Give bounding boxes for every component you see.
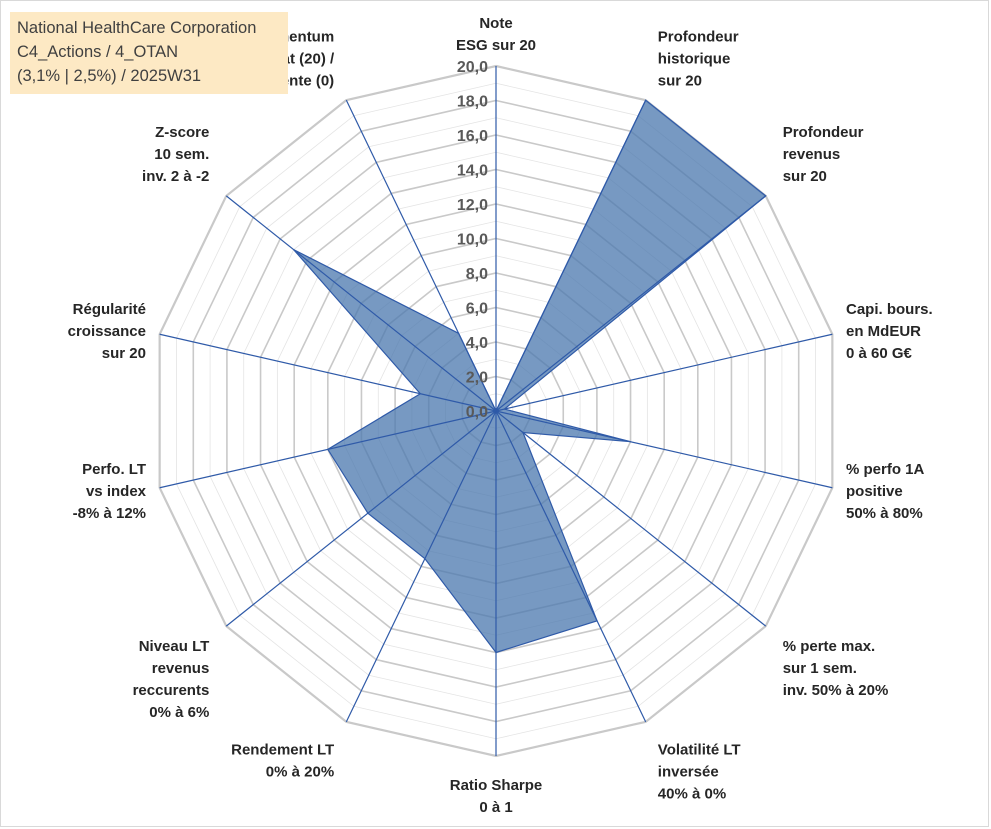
axis-label-line: Régularité [73, 301, 146, 318]
axis-label-line: 50% à 80% [846, 505, 923, 522]
axis-label-line: ESG sur 20 [456, 37, 536, 54]
tick-label: 18,0 [457, 94, 488, 111]
axis-label-line: sur 20 [658, 73, 702, 90]
axis-spoke [495, 410, 833, 489]
axis-label-line: croissance [68, 323, 146, 340]
axis-label-line: -8% à 12% [73, 505, 146, 522]
title-box: National HealthCare Corporation C4_Actio… [10, 12, 288, 94]
axis-label-line: Rendement LT [231, 741, 334, 758]
axis-label: Profondeur revenus sur 20 [783, 124, 864, 185]
tick-label: 10,0 [457, 232, 488, 249]
axis-label-line: 40% à 0% [658, 785, 726, 802]
axis-label: Z-score 10 sem. inv. 2 à -2 [142, 124, 209, 185]
tick-label: 20,0 [457, 59, 488, 76]
axis-spoke [495, 410, 647, 723]
axis-label-line: sur 20 [102, 345, 146, 362]
title-line-1: National HealthCare Corporation [17, 19, 257, 37]
axis-spoke [495, 333, 833, 412]
axis-label: % perfo 1A positive 50% à 80% [846, 461, 925, 522]
tick-label: 0,0 [466, 404, 488, 421]
axis-label-line: % perfo 1A [846, 461, 925, 478]
axis-label: Niveau LT revenus reccurents 0% à 6% [133, 638, 210, 721]
axis-spoke [495, 99, 647, 412]
axis-label: Note ESG sur 20 [456, 15, 536, 54]
axis-label-line: inv. 50% à 20% [783, 682, 889, 699]
axis-label-line: 0 à 60 G€ [846, 345, 913, 362]
axis-spoke [225, 195, 497, 412]
axis-label: Perfo. LT vs index -8% à 12% [73, 461, 147, 522]
axis-spoke [159, 410, 497, 489]
axis-spokes [159, 66, 833, 756]
axis-label-line: Niveau LT [139, 638, 210, 655]
axis-label-line: Volatilité LT [658, 741, 741, 758]
tick-label: 6,0 [466, 301, 488, 318]
axis-label-line: % perte max. [783, 638, 876, 655]
axis-label-line: Z-score [155, 124, 209, 141]
axis-label: Rendement LT 0% à 20% [231, 741, 334, 780]
axis-label-line: en MdEUR [846, 323, 921, 340]
axis-label-line: historique [658, 51, 731, 68]
axis-label-line: Note [479, 15, 512, 32]
axis-label-line: Capi. bours. [846, 301, 933, 318]
tick-label: 12,0 [457, 197, 488, 214]
title-line-3: (3,1% | 2,5%) / 2025W31 [17, 67, 202, 85]
axis-spoke [345, 410, 497, 723]
axis-label-line: sur 1 sem. [783, 660, 857, 677]
axis-spoke [159, 333, 497, 412]
axis-label-line: revenus [152, 660, 210, 677]
axis-label-line: 0 à 1 [479, 799, 512, 816]
axis-label: Régularité croissance sur 20 [68, 301, 146, 362]
axis-label-line: inversée [658, 763, 719, 780]
axis-spoke [495, 195, 767, 412]
tick-label: 4,0 [466, 335, 488, 352]
axis-label-line: Ratio Sharpe [450, 777, 543, 794]
tick-label: 8,0 [466, 266, 488, 283]
axis-label-line: vs index [86, 483, 147, 500]
tick-label: 14,0 [457, 163, 488, 180]
axis-spoke [495, 410, 767, 627]
title-line-2: C4_Actions / 4_OTAN [17, 43, 179, 61]
axis-spoke [225, 410, 497, 627]
axis-label-line: 0% à 20% [266, 763, 334, 780]
axis-label-line: inv. 2 à -2 [142, 168, 209, 185]
axis-label-line: Profondeur [658, 29, 739, 46]
axis-label-line: 10 sem. [154, 146, 209, 163]
tick-labels: 0,0 2,0 4,0 6,0 8,0 10,0 12,0 14,0 16,0 18,0 20,0 [457, 59, 488, 421]
axis-label: % perte max. sur 1 sem. inv. 50% à 20% [783, 638, 889, 699]
axis-label-line: revenus [783, 146, 841, 163]
tick-label: 16,0 [457, 128, 488, 145]
axis-label-line: 0% à 6% [149, 704, 209, 721]
axis-label: Profondeur historique sur 20 [658, 29, 739, 90]
axis-label: Volatilité LT inversée 40% à 0% [658, 741, 741, 802]
axis-spoke [345, 99, 497, 412]
axis-label: Ratio Sharpe 0 à 1 [450, 777, 543, 816]
tick-label: 2,0 [466, 370, 488, 387]
axis-label-line: Perfo. LT [82, 461, 146, 478]
axis-label-line: sur 20 [783, 168, 827, 185]
axis-label-line: reccurents [133, 682, 210, 699]
axis-label: Capi. bours. en MdEUR 0 à 60 G€ [846, 301, 933, 362]
axis-label-line: Profondeur [783, 124, 864, 141]
axis-label-line: positive [846, 483, 903, 500]
